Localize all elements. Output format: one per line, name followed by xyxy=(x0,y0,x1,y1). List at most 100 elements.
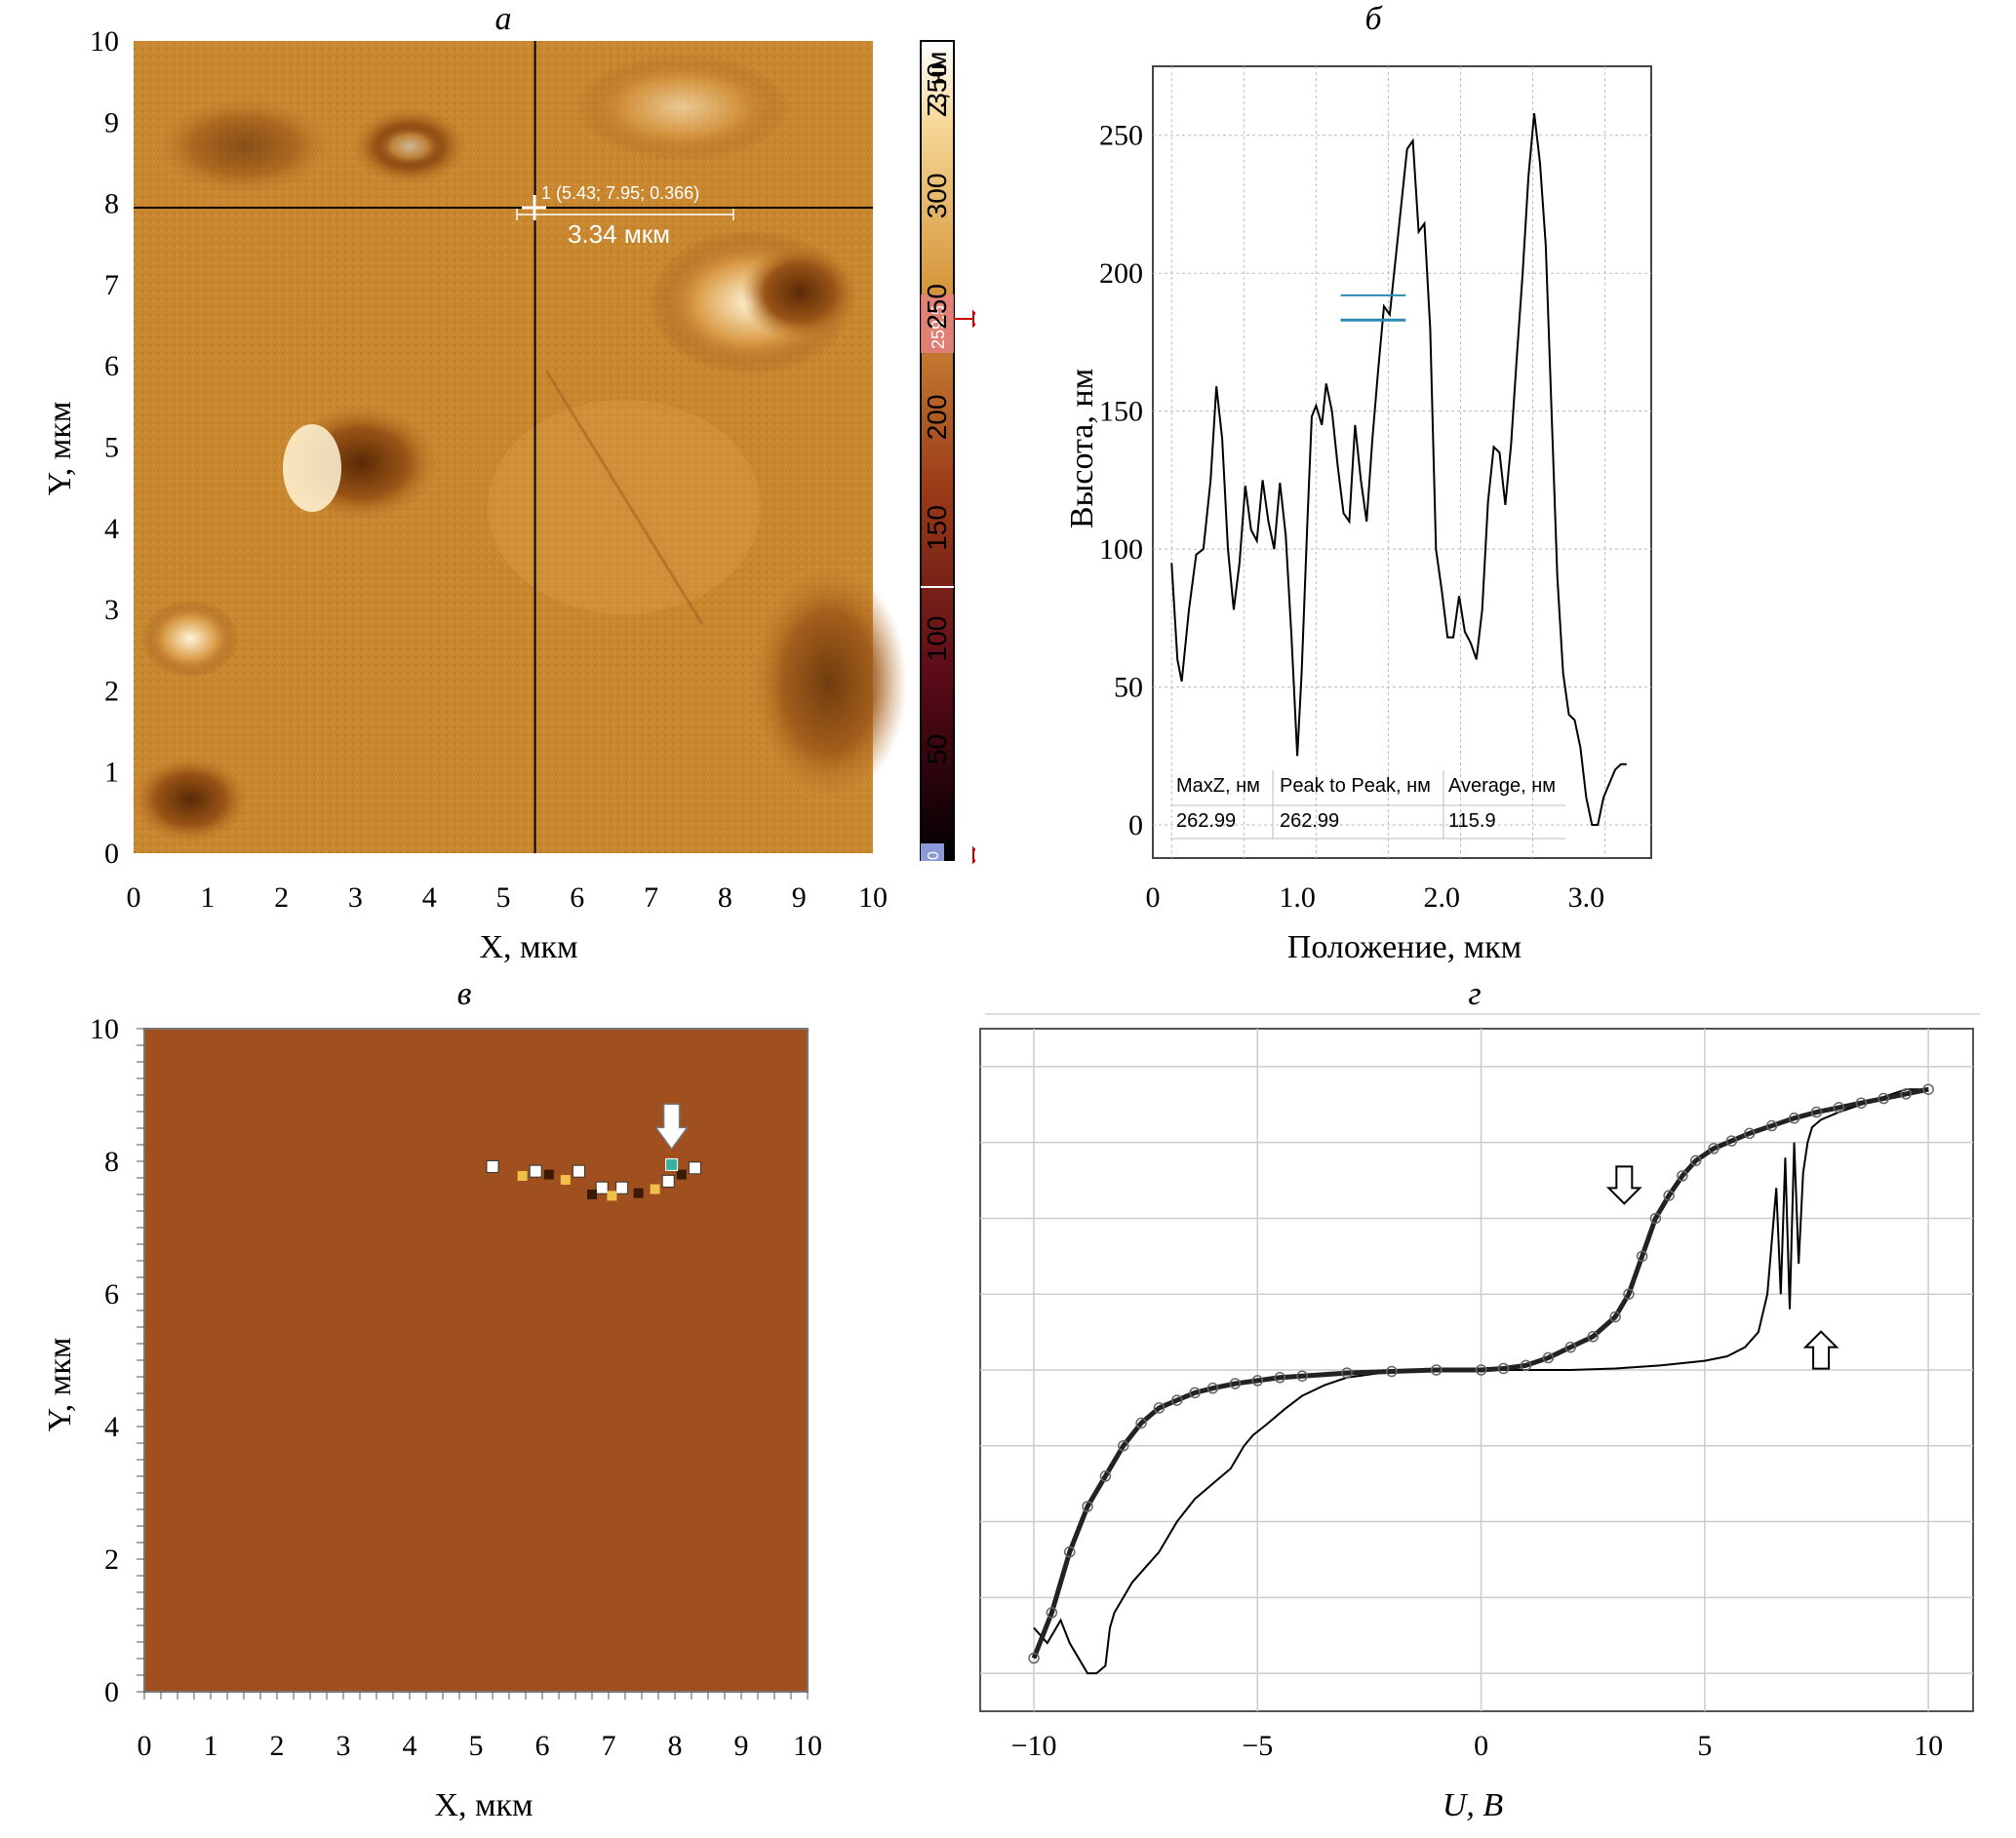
x-tick-a-4: 4 xyxy=(422,881,437,914)
colorbar-tick-5: 300 xyxy=(922,174,952,219)
map-background xyxy=(143,1028,809,1693)
y-tick-b-5: 250 xyxy=(1099,120,1143,152)
y-tick-a-9: 9 xyxy=(104,106,119,138)
iv-point-37 xyxy=(1833,1102,1845,1114)
x-tick-g-0: −10 xyxy=(1011,1730,1057,1762)
x-tick-b-0: 0 xyxy=(1146,881,1161,914)
iv-point-12 xyxy=(1251,1375,1264,1387)
y-tick-b-0: 0 xyxy=(1128,809,1143,841)
iv-point-0 xyxy=(1028,1652,1040,1664)
y-tick-b-3: 150 xyxy=(1099,396,1143,428)
colorbar-tick-6: 350 xyxy=(922,62,952,108)
x-ticks-b: 0 1.0 2.0 3.0 xyxy=(1146,881,1605,914)
x-axis-label-g: U, В xyxy=(1443,1787,1504,1823)
iv-point-22 xyxy=(1564,1341,1577,1353)
y-tick-a-1: 1 xyxy=(104,757,119,789)
map-point-7 xyxy=(517,1170,528,1181)
stats-value-average: 115.9 xyxy=(1448,810,1496,832)
afm-image: 1 (5.43; 7.95; 0.366) 3.34 мкм xyxy=(132,41,907,853)
map-point-4 xyxy=(615,1181,629,1194)
x-ticks-g: −10 −5 0 5 10 xyxy=(1011,1730,1944,1762)
colorbar-label: Z, нм xyxy=(922,52,952,117)
y-tick-a-6: 6 xyxy=(104,350,119,382)
colorbar: 259.5 0 xyxy=(920,40,975,865)
y-axis-label-b: Высота, нм xyxy=(1064,369,1100,528)
iv-point-11 xyxy=(1229,1378,1242,1389)
map-point-13 xyxy=(650,1184,660,1194)
panel-letter-g: г xyxy=(1468,976,1481,1012)
iv-point-18 xyxy=(1475,1364,1487,1376)
iv-point-36 xyxy=(1810,1106,1823,1118)
iv-curve-reverse xyxy=(1028,1083,1934,1664)
iv-point-31 xyxy=(1708,1143,1720,1154)
map-point-5 xyxy=(661,1174,675,1188)
iv-point-27 xyxy=(1649,1212,1662,1225)
iv-point-33 xyxy=(1743,1127,1756,1140)
colorbar-tick-4: 250 xyxy=(922,284,952,330)
iv-point-9 xyxy=(1189,1387,1201,1399)
x-tick-a-3: 3 xyxy=(348,881,363,914)
x-tick-b-1: 1.0 xyxy=(1279,881,1316,914)
y-tick-a-7: 7 xyxy=(104,269,119,301)
y-tick-a-3: 3 xyxy=(104,594,119,626)
panel-letter-b: б xyxy=(1364,1,1383,37)
y-tick-v-0: 0 xyxy=(104,1676,119,1708)
y-tick-v-2: 4 xyxy=(104,1411,119,1443)
direction-arrows xyxy=(1605,1165,1839,1370)
iv-point-8 xyxy=(1171,1394,1183,1406)
x-tick-v-0: 0 xyxy=(138,1730,152,1762)
map-point-9 xyxy=(560,1175,571,1186)
y-tick-a-2: 2 xyxy=(104,675,119,707)
colorbar-low-marker: 0 xyxy=(926,851,942,860)
y-tick-a-8: 8 xyxy=(104,188,119,220)
iv-point-29 xyxy=(1677,1170,1688,1182)
map-point-14 xyxy=(676,1169,687,1180)
annotation-point-label: 1 (5.43; 7.95; 0.366) xyxy=(541,183,699,203)
x-tick-g-3: 5 xyxy=(1697,1730,1712,1762)
map-point-3 xyxy=(595,1181,609,1194)
iv-point-10 xyxy=(1206,1382,1219,1394)
iv-point-21 xyxy=(1542,1351,1555,1364)
y-tick-v-3: 6 xyxy=(104,1278,119,1310)
map-points xyxy=(486,1103,701,1201)
y-tick-a-5: 5 xyxy=(104,432,119,464)
iv-point-13 xyxy=(1274,1372,1285,1384)
iv-point-19 xyxy=(1497,1362,1510,1375)
iv-point-17 xyxy=(1430,1364,1443,1376)
y-tick-b-4: 200 xyxy=(1099,257,1143,290)
map-point-0 xyxy=(486,1159,499,1173)
stats-value-p2p: 262.99 xyxy=(1280,810,1339,832)
x-tick-b-2: 2.0 xyxy=(1423,881,1460,914)
stats-header-average: Average, нм xyxy=(1448,775,1556,797)
y-tick-v-4: 8 xyxy=(104,1146,119,1178)
map-point-11 xyxy=(607,1191,617,1201)
y-tick-b-1: 50 xyxy=(1114,672,1143,704)
iv-point-35 xyxy=(1788,1113,1800,1124)
arrow-down-icon xyxy=(654,1103,690,1151)
x-tick-g-4: 10 xyxy=(1914,1730,1943,1762)
y-axis-label-v: Y, мкм xyxy=(42,1338,78,1432)
x-tick-v-2: 2 xyxy=(270,1730,285,1762)
map-point-10 xyxy=(587,1190,597,1199)
x-tick-a-9: 9 xyxy=(792,881,807,914)
y-tick-b-2: 100 xyxy=(1099,533,1143,566)
iv-point-28 xyxy=(1663,1190,1675,1201)
marked-point xyxy=(665,1157,679,1171)
x-tick-v-4: 4 xyxy=(403,1730,417,1762)
y-axis-label-a: Y, мкм xyxy=(42,402,78,496)
iv-point-23 xyxy=(1587,1331,1599,1343)
x-tick-v-10: 10 xyxy=(793,1730,822,1762)
x-tick-a-8: 8 xyxy=(718,881,732,914)
stats-value-maxz: 262.99 xyxy=(1176,810,1236,832)
profile-markers xyxy=(1340,293,1406,322)
x-tick-b-3: 3.0 xyxy=(1568,881,1605,914)
map-point-12 xyxy=(633,1188,644,1198)
x-tick-a-7: 7 xyxy=(644,881,658,914)
iv-point-32 xyxy=(1725,1135,1738,1147)
grid-g xyxy=(980,1029,1973,1711)
x-tick-a-5: 5 xyxy=(496,881,511,914)
iv-point-14 xyxy=(1296,1370,1308,1382)
panel-a-afm-image: 1 (5.43; 7.95; 0.366) 3.34 мкм а 0 1 2 3 4 5 6… xyxy=(42,1,975,965)
x-tick-v-8: 8 xyxy=(668,1730,683,1762)
stats-table: MaxZ, нм Peak to Peak, нм Average, нм 26… xyxy=(1170,770,1565,840)
